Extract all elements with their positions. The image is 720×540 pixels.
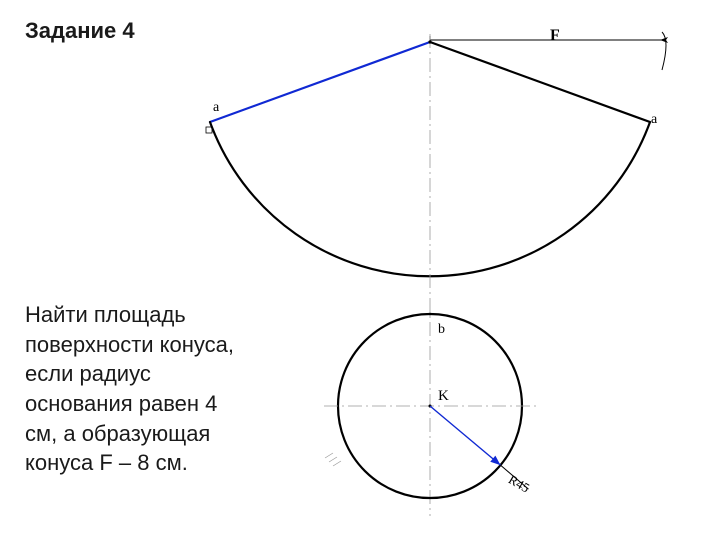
- cone-develop-diagram: [0, 0, 720, 540]
